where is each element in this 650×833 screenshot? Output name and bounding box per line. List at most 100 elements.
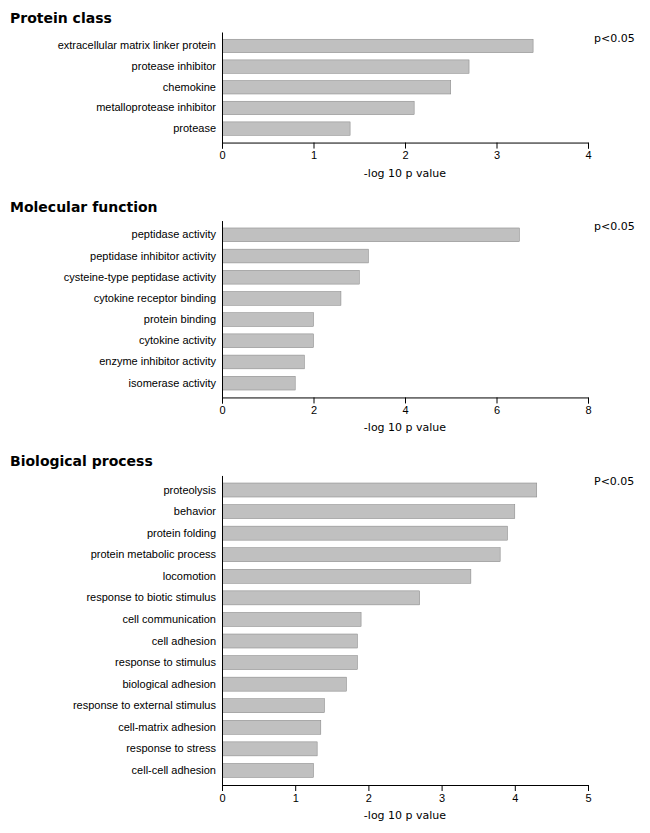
tick-label: cell-matrix adhesion (118, 721, 216, 733)
tick-label: behavior (174, 505, 217, 517)
axis-title: -log 10 p value (364, 421, 446, 434)
tick: protein binding (144, 313, 222, 325)
tick-mark (515, 785, 516, 791)
tick-label: response to stress (126, 742, 216, 754)
tick-mark (222, 143, 223, 149)
tick: protein folding (147, 527, 222, 539)
tick: peptidase activity (132, 228, 222, 240)
bar (222, 569, 471, 583)
bar (222, 742, 317, 756)
tick-label: 2 (402, 149, 408, 161)
tick: cell-cell adhesion (132, 764, 222, 776)
tick-label: 1 (293, 792, 299, 804)
tick-mark (588, 397, 589, 403)
tick: protein metabolic process (91, 548, 222, 560)
tick-label: cytokine receptor binding (94, 292, 216, 304)
tick-label: 4 (585, 149, 591, 161)
bar (222, 334, 314, 348)
tick: 2 (311, 397, 317, 416)
tick: 3 (494, 143, 500, 162)
y-axis: peptidase activitypeptidase inhibitor ac… (64, 221, 223, 398)
tick-label: proteolysis (163, 484, 216, 496)
tick-label: protein folding (147, 527, 216, 539)
annotation: p<0.05 (594, 32, 635, 45)
axis-title: -log 10 p value (364, 809, 446, 822)
bar (222, 292, 341, 306)
tick-label: cytokine activity (139, 334, 217, 346)
bar (222, 763, 314, 777)
tick: locomotion (163, 570, 222, 582)
panel: 012345proteolysisbehaviorprotein folding… (73, 475, 634, 822)
bar (222, 60, 469, 73)
tick-label: 1 (311, 149, 317, 161)
tick-label: 2 (311, 404, 317, 416)
panel: 02468peptidase activitypeptidase inhibit… (64, 220, 635, 434)
tick: 1 (293, 785, 299, 804)
tick-mark (314, 397, 315, 403)
tick: 8 (585, 397, 591, 416)
bar (222, 656, 357, 670)
tick-label: 0 (219, 149, 225, 161)
tick: cell-matrix adhesion (118, 721, 222, 733)
tick: 0 (219, 143, 225, 162)
bar (222, 270, 359, 284)
tick-label: 2 (366, 792, 372, 804)
tick-label: cell adhesion (152, 635, 216, 647)
axis-line (222, 33, 223, 144)
bars (222, 39, 533, 135)
y-axis: proteolysis behavior protein folding protei… (73, 476, 223, 786)
x-axis: 02468 (219, 397, 591, 416)
y-axis: extracellular matrix linker protein prote… (58, 33, 223, 144)
bar (222, 81, 451, 94)
tick-label: cell-cell adhesion (132, 764, 216, 776)
x-axis: 0 1 2 3 4 (219, 143, 591, 162)
title: Molecular function (10, 199, 158, 215)
tick-label: 5 (585, 792, 591, 804)
bar (222, 505, 515, 519)
tick-mark (405, 143, 406, 149)
tick: proteolysis (163, 484, 222, 496)
tick-label: locomotion (163, 570, 216, 582)
bars (222, 483, 537, 777)
tick-label: 4 (402, 404, 408, 416)
tick: 2 (402, 143, 408, 162)
tick-mark (497, 397, 498, 403)
tick: cytokine activity (139, 334, 222, 346)
tick-label: 8 (585, 404, 591, 416)
axis-title: -log 10 p value (364, 167, 446, 180)
tick: 3 (439, 785, 445, 804)
tick-label: cysteine-type peptidase activity (64, 271, 217, 283)
tick: cell communication (122, 613, 222, 625)
bar (222, 526, 507, 540)
tick: isomerase activity (129, 377, 222, 389)
tick: metalloprotease inhibitor (96, 101, 222, 113)
tick: extracellular matrix linker protein (58, 39, 222, 51)
tick: response to external stimulus (73, 699, 222, 711)
bar (222, 720, 321, 734)
bar (222, 39, 533, 52)
tick: 0 (219, 785, 225, 804)
tick: 1 (311, 143, 317, 162)
tick-mark (405, 397, 406, 403)
bar (222, 376, 295, 390)
tick-label: chemokine (163, 81, 216, 93)
bar (222, 101, 414, 114)
tick-mark (295, 785, 296, 791)
tick-label: cell communication (122, 613, 216, 625)
tick: chemokine (163, 81, 222, 93)
tick-mark (314, 143, 315, 149)
bar (222, 122, 350, 135)
tick: 4 (585, 143, 591, 162)
x-axis: 012345 (219, 785, 591, 804)
tick-label: protein metabolic process (91, 548, 217, 560)
tick-label: protease (173, 122, 216, 134)
tick-label: 0 (219, 792, 225, 804)
annotation: p<0.05 (594, 220, 635, 233)
tick-label: 3 (439, 792, 445, 804)
bar (222, 677, 346, 691)
tick-label: 6 (494, 404, 500, 416)
tick: cytokine receptor binding (94, 292, 222, 304)
tick: protease (173, 122, 222, 134)
tick-label: enzyme inhibitor activity (99, 355, 216, 367)
bar (222, 699, 324, 713)
